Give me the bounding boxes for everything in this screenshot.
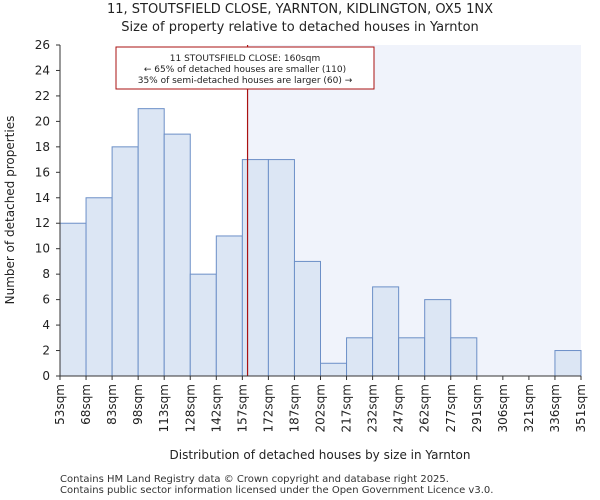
annotation-box xyxy=(115,46,375,90)
x-tick-label: 217sqm xyxy=(340,384,354,432)
histogram-bar xyxy=(293,260,322,377)
histogram-bar xyxy=(450,337,478,377)
x-tick-label: 291sqm xyxy=(470,384,484,432)
y-tick-label: 16 xyxy=(35,165,50,179)
x-tick-label: 232sqm xyxy=(366,384,380,432)
histogram-bar xyxy=(137,108,165,377)
x-tick-label: 277sqm xyxy=(444,384,458,432)
histogram-bar xyxy=(189,273,217,377)
y-tick-label: 4 xyxy=(42,318,50,332)
y-axis-label: Number of detached properties xyxy=(3,116,17,305)
chart-title-address: 11, STOUTSFIELD CLOSE, YARNTON, KIDLINGT… xyxy=(107,2,493,17)
x-tick-label: 68sqm xyxy=(79,384,93,425)
histogram-bar xyxy=(320,362,348,377)
x-tick-label: 113sqm xyxy=(157,384,171,432)
x-tick-label: 172sqm xyxy=(261,384,275,432)
x-axis-label: Distribution of detached houses by size … xyxy=(170,448,471,462)
x-tick-label: 83sqm xyxy=(105,384,119,425)
footer-licence: Contains public sector information licen… xyxy=(60,485,494,496)
histogram-bar xyxy=(111,146,139,377)
histogram-bar xyxy=(267,159,295,377)
footer-copyright: Contains HM Land Registry data © Crown c… xyxy=(60,474,449,485)
x-tick-label: 336sqm xyxy=(548,384,562,432)
annotation-line-2: ← 65% of detached houses are smaller (11… xyxy=(144,65,346,75)
histogram-bar xyxy=(372,286,400,377)
x-tick-label: 128sqm xyxy=(183,384,197,432)
y-tick-label: 12 xyxy=(35,216,50,230)
y-tick-label: 2 xyxy=(42,344,50,358)
histogram-bar xyxy=(346,337,374,377)
x-tick-label: 202sqm xyxy=(314,384,328,432)
histogram-bar xyxy=(424,299,452,377)
x-tick-label: 157sqm xyxy=(235,384,249,432)
x-tick-label: 306sqm xyxy=(496,384,510,432)
y-tick-label: 18 xyxy=(35,140,50,154)
x-tick-label: 53sqm xyxy=(53,384,67,425)
x-tick-label: 142sqm xyxy=(209,384,223,432)
histogram-bar xyxy=(554,350,582,377)
chart-title: Size of property relative to detached ho… xyxy=(121,20,479,35)
x-tick-label: 187sqm xyxy=(287,384,301,432)
x-tick-label: 321sqm xyxy=(522,384,536,432)
x-tick-label: 247sqm xyxy=(392,384,406,432)
y-tick-label: 22 xyxy=(35,89,50,103)
histogram-bar xyxy=(241,159,269,377)
histogram-bar xyxy=(59,222,87,377)
y-tick-label: 20 xyxy=(35,114,50,128)
y-tick-label: 10 xyxy=(35,242,50,256)
y-tick-label: 8 xyxy=(42,267,50,281)
x-tick-label: 351sqm xyxy=(574,384,588,432)
annotation-line-3: 35% of semi-detached houses are larger (… xyxy=(138,76,353,86)
histogram-bar xyxy=(398,337,426,377)
y-tick-label: 26 xyxy=(35,38,50,52)
histogram-bar xyxy=(215,235,243,377)
y-tick-label: 24 xyxy=(35,63,50,77)
histogram-bar xyxy=(163,133,191,377)
histogram-bar xyxy=(85,197,113,377)
x-tick-label: 98sqm xyxy=(131,384,145,425)
x-tick-label: 262sqm xyxy=(418,384,432,432)
y-tick-label: 14 xyxy=(35,191,50,205)
annotation-line-1: 11 STOUTSFIELD CLOSE: 160sqm xyxy=(170,54,320,64)
y-tick-label: 6 xyxy=(42,293,50,307)
y-tick-label: 0 xyxy=(42,369,50,383)
